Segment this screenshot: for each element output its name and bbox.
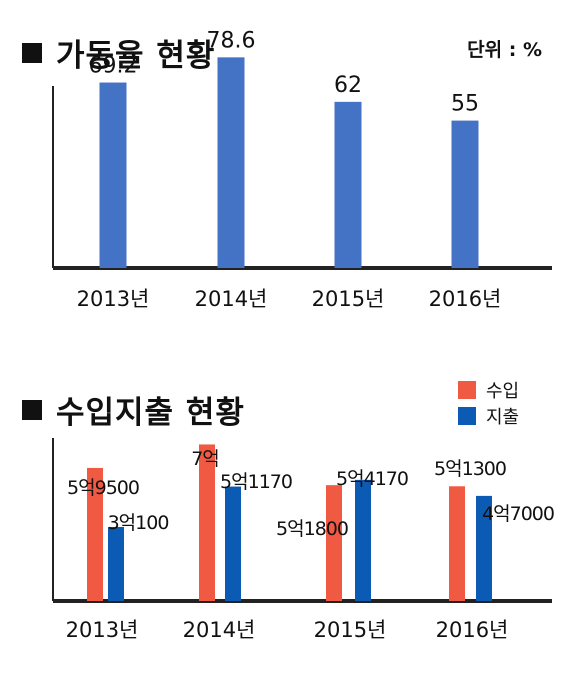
income-value-label: 5억9500 — [67, 477, 139, 499]
x-tick-label: 2014년 — [195, 287, 268, 311]
legend-item-expense: 지출 — [458, 403, 519, 429]
utilization-value-label: 55 — [451, 92, 479, 117]
income-value-label: 7억 — [191, 448, 219, 470]
expense-bar — [355, 479, 371, 601]
x-tick-label: 2013년 — [66, 618, 139, 642]
utilization-value-label: 78.6 — [207, 28, 256, 53]
income-expense-chart: 수입지출 현황 수입 지출 5억9500 7억 5억1800 5억1300 3억100 5… — [0, 355, 580, 675]
income-value-label: 5억1300 — [434, 458, 506, 480]
utilization-plot: 69.2 2013년 78.6 2014년 62 2015년 55 2016년 — [52, 28, 552, 311]
utilization-value-label: 62 — [334, 73, 362, 98]
income-value-label: 5억1800 — [276, 518, 348, 540]
x-tick-label: 2014년 — [183, 618, 256, 642]
income-expense-plot: 5억9500 7억 5억1800 5억1300 3억100 5억1170 5억4170 4억7… — [52, 438, 555, 642]
income-bar — [449, 486, 465, 601]
legend-label-expense: 지출 — [486, 407, 520, 428]
expense-bar — [476, 495, 492, 601]
expense-value-label: 4억7000 — [482, 503, 554, 525]
utilization-heading: 가동율 현황 — [22, 30, 215, 75]
x-tick-label: 2016년 — [429, 287, 502, 311]
income-expense-heading: 수입지출 현황 — [22, 387, 245, 432]
square-bullet-icon — [22, 42, 42, 63]
x-tick-label: 2016년 — [436, 618, 509, 642]
x-tick-label: 2015년 — [312, 287, 385, 311]
utilization-title: 가동율 현황 — [56, 38, 216, 74]
utilization-bar — [99, 82, 127, 268]
income-expense-title: 수입지출 현황 — [56, 395, 245, 431]
expense-value-label: 3억100 — [108, 512, 169, 534]
utilization-bar — [451, 120, 479, 268]
expense-bar — [108, 526, 124, 601]
income-bar — [326, 485, 342, 601]
expense-value-label: 5억4170 — [336, 468, 408, 490]
x-tick-label: 2015년 — [314, 618, 387, 642]
unit-label: 단위 : % — [467, 39, 542, 61]
legend-swatch-expense — [458, 407, 476, 425]
utilization-chart: 가동율 현황 단위 : % 69.2 2013년 78.6 2014년 62 2015년 5… — [0, 0, 580, 330]
expense-bar — [225, 486, 241, 601]
income-bar — [199, 444, 215, 601]
legend-swatch-income — [458, 381, 476, 399]
expense-value-label: 5억1170 — [220, 471, 292, 493]
x-tick-label: 2013년 — [77, 287, 150, 311]
square-bullet-icon — [22, 399, 42, 420]
utilization-bar — [217, 57, 245, 268]
utilization-value-label: 69.2 — [89, 54, 138, 79]
income-bar — [87, 467, 103, 601]
legend-label-income: 수입 — [486, 381, 520, 402]
utilization-bar — [334, 101, 362, 268]
legend-item-income: 수입 — [458, 377, 519, 403]
